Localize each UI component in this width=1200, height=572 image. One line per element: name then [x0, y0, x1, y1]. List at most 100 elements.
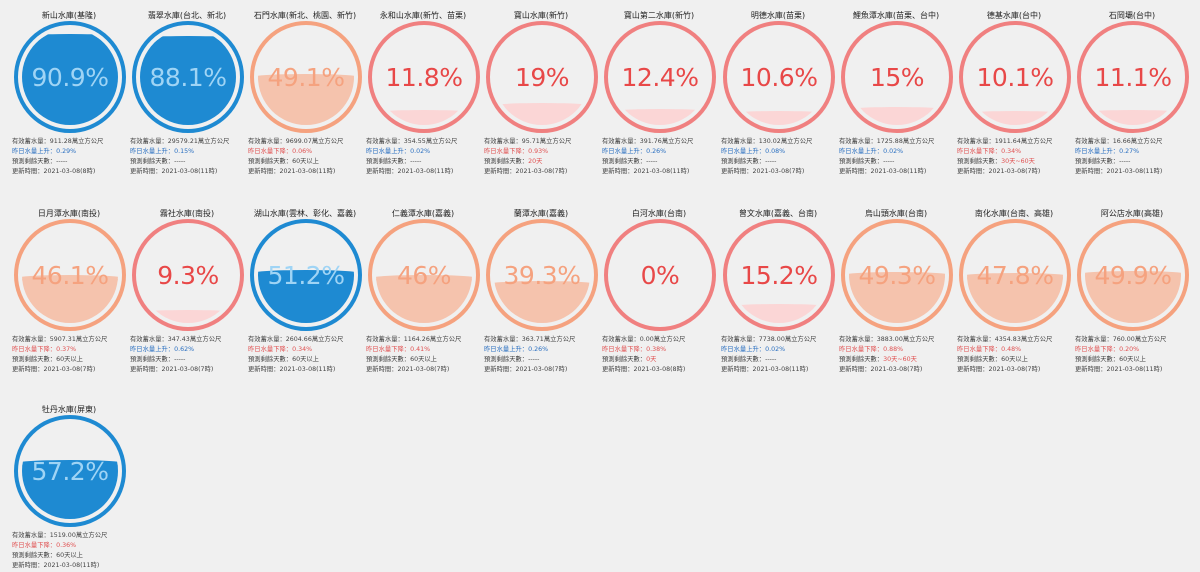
effective-storage: 有效蓄水量：363.71萬立方公尺	[484, 336, 576, 343]
reservoir-card: 德基水庫(台中) 10.1% 有效蓄水量：1911.64萬立方公尺 昨日水量下降：0.…	[955, 10, 1073, 177]
reservoir-name: 石門水庫(新北、桃園、新竹)	[253, 11, 357, 20]
daily-change: 昨日水量上升：0.02%	[721, 346, 786, 353]
reservoir-card: 曾文水庫(嘉義、台南) 15.2% 有效蓄水量：7738.00萬立方公尺 昨日水量上升…	[719, 208, 837, 375]
percent-label: 15.2%	[740, 260, 818, 290]
reservoir-info: 有效蓄水量：130.02萬立方公尺 昨日水量上升：0.08% 預測剩餘天數：----…	[721, 137, 837, 177]
water-fill	[612, 109, 708, 125]
effective-storage: 有效蓄水量：1911.64萬立方公尺	[957, 138, 1053, 145]
reservoir-card: 石岡壩(台中) 11.1% 有效蓄水量：16.66萬立方公尺 昨日水量上升：0.27%…	[1073, 10, 1191, 177]
effective-storage: 有效蓄水量：391.76萬立方公尺	[602, 138, 694, 145]
percent-label: 49.9%	[1094, 260, 1172, 290]
water-fill	[1085, 110, 1181, 125]
reservoir-info: 有效蓄水量：760.00萬立方公尺 昨日水量下降：0.20% 預測剩餘天數：60天以…	[1075, 335, 1191, 375]
effective-storage: 有效蓄水量：0.00萬立方公尺	[602, 336, 686, 343]
update-time: 更新時間：2021-03-08(11時)	[1075, 168, 1163, 175]
reservoir-name: 南化水庫(台南、高雄)	[974, 209, 1054, 218]
water-fill	[22, 460, 118, 519]
update-time: 更新時間：2021-03-08(11時)	[248, 366, 336, 373]
reservoir-name: 新山水庫(基隆)	[41, 11, 97, 20]
reservoir-card: 蘭潭水庫(嘉義) 39.3% 有效蓄水量：363.71萬立方公尺 昨日水量上升：0.2…	[482, 208, 600, 375]
forecast-days: 預測剩餘天數：20天	[484, 158, 543, 165]
water-level-gauge: 15.2%	[723, 219, 835, 331]
water-fill	[140, 310, 236, 323]
reservoir-card: 霧社水庫(南投) 9.3% 有效蓄水量：347.43萬立方公尺 昨日水量上升：0.62…	[128, 208, 246, 375]
reservoir-name: 牡丹水庫(屏東)	[41, 405, 97, 414]
effective-storage: 有效蓄水量：1519.00萬立方公尺	[12, 532, 108, 539]
water-level-gauge: 15%	[841, 21, 953, 133]
water-level-gauge: 51.2%	[250, 219, 362, 331]
daily-change: 昨日水量下降：0.93%	[484, 148, 549, 155]
reservoir-card: 日月潭水庫(南投) 46.1% 有效蓄水量：5907.31萬立方公尺 昨日水量下降：0…	[10, 208, 128, 375]
reservoir-card: 湖山水庫(雲林、彰化、嘉義) 51.2% 有效蓄水量：2604.66萬立方公尺 昨日水…	[246, 208, 364, 375]
percent-label: 51.2%	[267, 260, 345, 290]
reservoir-info: 有效蓄水量：911.28萬立方公尺 昨日水量上升：0.29% 預測剩餘天數：----…	[12, 137, 128, 177]
effective-storage: 有效蓄水量：2604.66萬立方公尺	[248, 336, 344, 343]
daily-change: 昨日水量下降：0.36%	[12, 542, 77, 549]
reservoir-name: 石岡壩(台中)	[1108, 11, 1156, 20]
reservoir-card: 石門水庫(新北、桃園、新竹) 49.1% 有效蓄水量：9699.07萬立方公尺 昨日水…	[246, 10, 364, 177]
effective-storage: 有效蓄水量：4354.83萬立方公尺	[957, 336, 1053, 343]
water-level-gauge: 49.1%	[250, 21, 362, 133]
daily-change: 昨日水量上升：0.02%	[366, 148, 431, 155]
reservoir-info: 有效蓄水量：363.71萬立方公尺 昨日水量上升：0.26% 預測剩餘天數：----…	[484, 335, 600, 375]
percent-label: 9.3%	[157, 260, 219, 290]
reservoir-card: 寶山水庫(新竹) 19% 有效蓄水量：95.71萬立方公尺 昨日水量下降：0.93% 預…	[482, 10, 600, 177]
water-level-gauge: 0%	[604, 219, 716, 331]
reservoir-info: 有效蓄水量：29579.21萬立方公尺 昨日水量上升：0.15% 預測剩餘天數：--…	[130, 137, 246, 177]
effective-storage: 有效蓄水量：7738.00萬立方公尺	[721, 336, 817, 343]
daily-change: 昨日水量下降：0.34%	[248, 346, 313, 353]
reservoir-name: 湖山水庫(雲林、彰化、嘉義)	[253, 209, 357, 218]
water-fill	[731, 304, 827, 323]
effective-storage: 有效蓄水量：9699.07萬立方公尺	[248, 138, 344, 145]
forecast-days: 預測剩餘天數：0天	[602, 356, 657, 363]
effective-storage: 有效蓄水量：760.00萬立方公尺	[1075, 336, 1167, 343]
reservoir-card: 牡丹水庫(屏東) 57.2% 有效蓄水量：1519.00萬立方公尺 昨日水量下降：0.…	[10, 404, 128, 571]
percent-label: 49.3%	[858, 260, 936, 290]
water-fill	[22, 274, 118, 323]
water-fill	[140, 36, 236, 125]
update-time: 更新時間：2021-03-08(7時)	[130, 366, 214, 373]
water-fill	[258, 73, 354, 125]
water-fill	[376, 109, 472, 125]
daily-change: 昨日水量下降：0.34%	[957, 148, 1022, 155]
reservoir-card: 南化水庫(台南、高雄) 47.8% 有效蓄水量：4354.83萬立方公尺 昨日水量下降…	[955, 208, 1073, 375]
update-time: 更新時間：2021-03-08(11時)	[1075, 366, 1163, 373]
update-time: 更新時間：2021-03-08(7時)	[484, 366, 568, 373]
water-level-gauge: 88.1%	[132, 21, 244, 133]
update-time: 更新時間：2021-03-08(11時)	[366, 168, 454, 175]
reservoir-info: 有效蓄水量：1911.64萬立方公尺 昨日水量下降：0.34% 預測剩餘天數：30天…	[957, 137, 1073, 177]
forecast-days: 預測剩餘天數：60天以上	[248, 356, 319, 363]
percent-label: 57.2%	[31, 456, 109, 486]
water-level-gauge: 47.8%	[959, 219, 1071, 331]
reservoir-info: 有效蓄水量：347.43萬立方公尺 昨日水量上升：0.62% 預測剩餘天數：----…	[130, 335, 246, 375]
percent-label: 19%	[514, 62, 570, 92]
water-level-gauge: 90.9%	[14, 21, 126, 133]
water-level-gauge: 57.2%	[14, 415, 126, 527]
percent-label: 49.1%	[267, 62, 345, 92]
reservoir-name: 阿公店水庫(高雄)	[1100, 209, 1164, 218]
percent-label: 46%	[396, 260, 452, 290]
update-time: 更新時間：2021-03-08(11時)	[248, 168, 336, 175]
daily-change: 昨日水量下降：0.37%	[12, 346, 77, 353]
percent-label: 88.1%	[149, 62, 227, 92]
water-fill	[849, 106, 945, 125]
reservoir-name: 蘭潭水庫(嘉義)	[513, 209, 569, 218]
percent-label: 0%	[640, 260, 680, 290]
forecast-days: 預測剩餘天數：-----	[366, 158, 422, 165]
reservoir-info: 有效蓄水量：354.55萬立方公尺 昨日水量上升：0.02% 預測剩餘天數：----…	[366, 137, 482, 177]
reservoir-info: 有效蓄水量：3883.00萬立方公尺 昨日水量下降：0.88% 預測剩餘天數：30天…	[839, 335, 955, 375]
forecast-days: 預測剩餘天數：60天以上	[957, 356, 1028, 363]
water-level-gauge: 49.3%	[841, 219, 953, 331]
daily-change: 昨日水量下降：0.88%	[839, 346, 904, 353]
effective-storage: 有效蓄水量：16.66萬立方公尺	[1075, 138, 1163, 145]
forecast-days: 預測剩餘天數：-----	[484, 356, 540, 363]
forecast-days: 預測剩餘天數：-----	[721, 356, 777, 363]
update-time: 更新時間：2021-03-08(7時)	[12, 366, 96, 373]
reservoir-name: 烏山頭水庫(台南)	[864, 209, 928, 218]
water-fill	[494, 281, 590, 323]
reservoir-info: 有效蓄水量：391.76萬立方公尺 昨日水量上升：0.26% 預測剩餘天數：----…	[602, 137, 718, 177]
effective-storage: 有效蓄水量：5907.31萬立方公尺	[12, 336, 108, 343]
forecast-days: 預測剩餘天數：-----	[130, 356, 186, 363]
water-fill	[731, 110, 827, 125]
reservoir-info: 有效蓄水量：5907.31萬立方公尺 昨日水量下降：0.37% 預測剩餘天數：60天…	[12, 335, 128, 375]
